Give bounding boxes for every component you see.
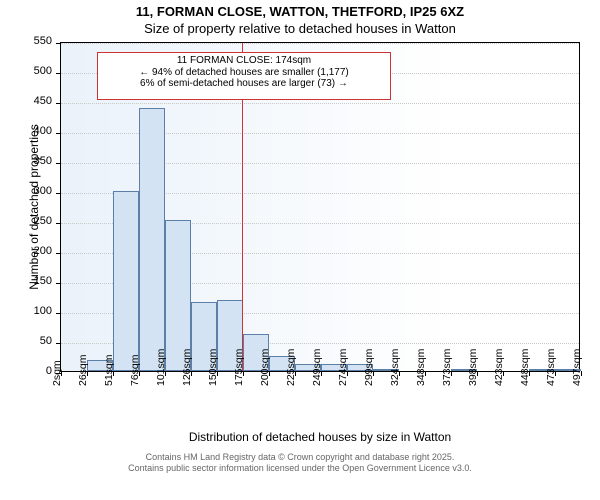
annotation-box: 11 FORMAN CLOSE: 174sqm← 94% of detached… <box>97 52 390 100</box>
annotation-line-1: 11 FORMAN CLOSE: 174sqm <box>98 55 389 67</box>
y-tick-label: 0 <box>22 365 52 377</box>
y-tick <box>56 43 61 44</box>
plot-area: 11 FORMAN CLOSE: 174sqm← 94% of detached… <box>60 42 580 372</box>
title-line-2: Size of property relative to detached ho… <box>0 21 600 36</box>
x-axis-label: Distribution of detached houses by size … <box>60 430 580 444</box>
y-tick <box>56 193 61 194</box>
gridline <box>61 43 579 44</box>
y-tick <box>56 343 61 344</box>
y-tick <box>56 223 61 224</box>
y-tick <box>56 163 61 164</box>
y-tick-label: 150 <box>22 275 52 287</box>
y-tick <box>56 253 61 254</box>
footer-line-2: Contains public sector information licen… <box>0 463 600 474</box>
y-tick <box>56 283 61 284</box>
y-tick-label: 550 <box>22 35 52 47</box>
y-tick-label: 100 <box>22 305 52 317</box>
y-tick <box>56 313 61 314</box>
title-line-1: 11, FORMAN CLOSE, WATTON, THETFORD, IP25… <box>0 4 600 19</box>
y-tick-label: 300 <box>22 185 52 197</box>
y-tick-label: 350 <box>22 155 52 167</box>
y-tick-label: 400 <box>22 125 52 137</box>
annotation-line-3: 6% of semi-detached houses are larger (7… <box>98 78 389 90</box>
gridline <box>61 103 579 104</box>
chart-container: 11, FORMAN CLOSE, WATTON, THETFORD, IP25… <box>0 0 600 500</box>
y-tick-label: 200 <box>22 245 52 257</box>
y-tick <box>56 103 61 104</box>
y-tick-label: 450 <box>22 95 52 107</box>
y-tick-label: 50 <box>22 335 52 347</box>
y-tick-label: 250 <box>22 215 52 227</box>
y-tick-label: 500 <box>22 65 52 77</box>
histogram-bar <box>113 191 139 371</box>
annotation-line-2: ← 94% of detached houses are smaller (1,… <box>98 67 389 79</box>
histogram-bar <box>139 108 165 371</box>
y-tick <box>56 133 61 134</box>
y-tick <box>56 73 61 74</box>
footer-line-1: Contains HM Land Registry data © Crown c… <box>0 452 600 463</box>
footer-attribution: Contains HM Land Registry data © Crown c… <box>0 452 600 474</box>
